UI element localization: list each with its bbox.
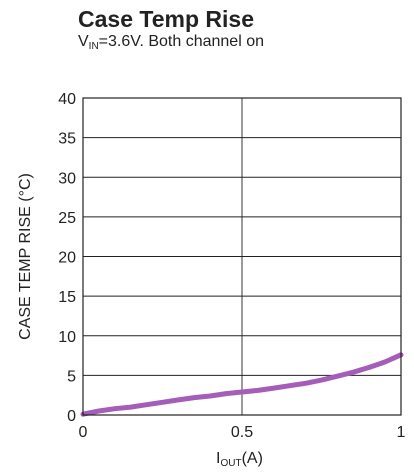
y-tick-label: 10 [58, 329, 76, 346]
y-tick-label: 25 [58, 210, 76, 227]
series-group [80, 352, 404, 417]
xlabel-suffix: (A) [241, 450, 263, 467]
grid [83, 98, 401, 415]
subtitle-subscript: IN [88, 41, 99, 52]
y-tick-label: 40 [58, 91, 76, 108]
y-axis-label: CASE TEMP RISE (°C) [17, 173, 34, 340]
series-line [80, 352, 404, 417]
subtitle-prefix: V [78, 33, 89, 50]
x-tick-label: 0.5 [231, 424, 253, 441]
x-tick-label: 0 [79, 424, 88, 441]
plot-frame [82, 97, 402, 416]
subtitle-suffix: =3.6V. Both channel on [98, 33, 264, 50]
xlabel-prefix: I [216, 450, 221, 467]
y-tick-label: 0 [67, 408, 76, 425]
y-tick-label: 20 [58, 250, 76, 267]
y-tick-label: 5 [67, 368, 76, 385]
xlabel-subscript: OUT [220, 458, 242, 469]
y-tick-label: 30 [58, 170, 76, 187]
chart-subtitle: VIN=3.6V. Both channel on [78, 33, 264, 56]
y-tick-label: 15 [58, 289, 76, 306]
chart-title: Case Temp Rise [78, 6, 254, 32]
x-axis-label: IOUT(A) [216, 450, 263, 473]
x-tick-label: 1 [397, 424, 406, 441]
y-tick-label: 35 [58, 131, 76, 148]
tick-labels: 0 5 10 15 20 25 30 35 40 0 0.5 1 [58, 91, 405, 441]
